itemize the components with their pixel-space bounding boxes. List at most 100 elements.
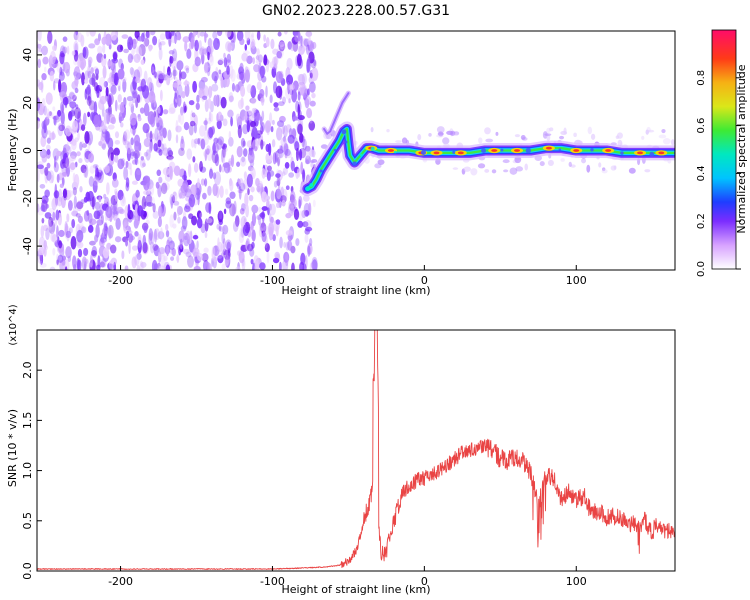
heatmap-noise-cell <box>313 59 316 67</box>
heatmap-noise-cell <box>89 112 95 122</box>
heatmap-noise-cell <box>275 127 283 141</box>
heatmap-noise-cell <box>229 179 234 192</box>
heatmap-noise-cell <box>185 67 190 74</box>
heatmap-noise-cell <box>56 173 60 183</box>
heatmap-noise-cell <box>157 119 164 133</box>
heatmap-noise-cell <box>244 43 248 51</box>
heatmap-noise-cell <box>243 171 248 180</box>
heatmap-noise-cell <box>220 165 226 173</box>
heatmap-noise-cell <box>293 208 300 221</box>
heatmap-noise-cell <box>226 65 230 75</box>
heatmap-noise-cell <box>288 98 291 104</box>
heatmap-track-bead <box>649 151 655 157</box>
heatmap-noise-cell <box>121 250 125 260</box>
heatmap-noise-cell <box>237 188 244 194</box>
heatmap-noise-cell <box>136 170 142 176</box>
heatmap-noise-cell <box>112 51 118 60</box>
heatmap-noise-cell <box>165 31 171 40</box>
heatmap-noise-cell <box>222 238 226 251</box>
heatmap-noise-cell <box>241 203 246 212</box>
heatmap-peak-red <box>387 149 394 152</box>
heatmap-noise-cell <box>180 71 187 80</box>
heatmap-halo-cell <box>484 168 490 173</box>
heatmap-noise-cell <box>225 249 229 257</box>
heatmap-noise-cell <box>146 201 154 207</box>
heatmap-noise-cell <box>242 140 246 147</box>
heatmap-noise-cell <box>122 78 127 93</box>
heatmap-noise-cell <box>212 142 216 156</box>
heatmap-noise-cell <box>245 204 249 218</box>
heatmap-noise-cell <box>223 147 228 152</box>
heatmap-noise-cell <box>207 216 214 226</box>
top-x-tick-label: 0 <box>421 274 428 287</box>
heatmap-noise-cell <box>137 236 142 249</box>
heatmap-noise-cell <box>58 229 65 238</box>
heatmap-noise-cell <box>90 67 94 75</box>
heatmap-noise-cell <box>158 205 163 219</box>
heatmap-noise-cell <box>272 257 280 264</box>
heatmap-noise-cell <box>193 265 201 270</box>
heatmap-noise-cell <box>190 110 194 124</box>
heatmap-noise-cell <box>253 107 257 113</box>
heatmap-noise-cell <box>156 122 160 128</box>
heatmap-noise-cell <box>68 92 77 101</box>
heatmap-noise-cell <box>98 196 102 203</box>
heatmap-noise-cell <box>222 118 228 127</box>
heatmap-noise-cell <box>274 251 281 260</box>
heatmap-halo-cell <box>478 137 483 144</box>
heatmap-noise-cell <box>177 208 180 217</box>
heatmap-noise-cell <box>298 73 306 86</box>
heatmap-noise-cell <box>72 205 79 217</box>
heatmap-noise-cell <box>52 45 57 51</box>
heatmap-noise-cell <box>73 40 79 52</box>
heatmap-noise-cell <box>297 31 301 42</box>
heatmap-noise-cell <box>134 152 138 166</box>
heatmap-noise-cell <box>281 200 286 207</box>
heatmap-noise-cell <box>256 81 262 91</box>
heatmap-noise-cell <box>131 245 138 251</box>
heatmap-noise-cell <box>192 235 199 240</box>
heatmap-noise-cell <box>137 239 142 254</box>
heatmap-noise-cell <box>131 89 138 99</box>
heatmap-noise-cell <box>241 156 246 163</box>
heatmap-noise-cell <box>196 240 199 250</box>
heatmap-noise-cell <box>83 247 89 257</box>
heatmap-noise-cell <box>260 139 264 150</box>
top-y-axis-label: Frequency (Hz) <box>6 109 19 192</box>
heatmap-noise-cell <box>213 171 222 186</box>
heatmap-noise-cell <box>282 96 286 104</box>
heatmap-noise-cell <box>311 92 316 99</box>
heatmap-noise-cell <box>141 195 147 210</box>
heatmap-noise-cell <box>185 251 192 258</box>
heatmap-noise-cell <box>102 43 106 54</box>
heatmap-noise-cell <box>296 168 301 178</box>
heatmap-noise-cell <box>169 214 174 228</box>
bottom-y-tick-label: 2.0 <box>21 361 34 379</box>
heatmap-noise-cell <box>170 196 174 209</box>
heatmap-noise-cell <box>117 94 122 103</box>
heatmap-noise-cell <box>101 36 107 45</box>
heatmap-noise-cell <box>73 195 77 209</box>
heatmap-noise-cell <box>71 139 77 146</box>
heatmap-noise-cell <box>165 223 169 231</box>
heatmap-noise-cell <box>196 210 202 219</box>
heatmap-noise-cell <box>59 183 64 189</box>
heatmap-noise-cell <box>103 221 108 229</box>
heatmap-track-bead <box>309 183 314 187</box>
heatmap-noise-cell <box>48 111 52 117</box>
heatmap-noise-cell <box>266 125 270 136</box>
heatmap-noise-cell <box>193 140 197 149</box>
heatmap-halo-cell <box>370 126 374 133</box>
heatmap-noise-cell <box>264 243 270 253</box>
heatmap-noise-cell <box>46 170 52 181</box>
heatmap-noise-cell <box>256 183 264 189</box>
heatmap-noise-cell <box>66 190 73 198</box>
heatmap-noise-cell <box>58 124 65 132</box>
heatmap-noise-cell <box>158 265 166 270</box>
heatmap-noise-cell <box>208 85 213 99</box>
heatmap-noise-cell <box>42 56 49 65</box>
heatmap-halo-cell <box>509 167 518 175</box>
heatmap-noise-cell <box>187 163 192 177</box>
heatmap-noise-cell <box>192 80 198 93</box>
heatmap-noise-cell <box>148 141 153 153</box>
